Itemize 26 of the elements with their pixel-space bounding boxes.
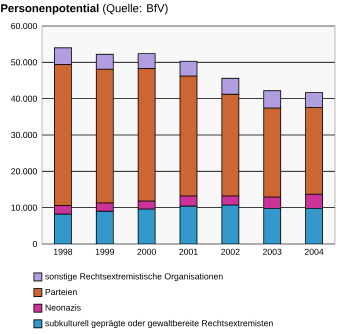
bar	[138, 208, 156, 244]
legend-label: Parteien	[46, 288, 77, 296]
legend-label: subkulturell geprägte oder gewaltbereite Rechtsextremisten	[45, 320, 273, 328]
bar	[305, 208, 323, 244]
y-tick-label: 40.000	[10, 96, 37, 102]
x-tick-label: 1998	[54, 248, 72, 255]
bar	[96, 210, 114, 244]
legend-label: sonstige Rechtsextremistische Organisationen	[45, 273, 223, 282]
x-tick-label: 1999	[96, 248, 114, 255]
y-tick-label: 50.000	[11, 59, 37, 66]
chart-title: Personenpotential (Quelle: BfV)	[1, 4, 168, 14]
x-tick-label: 2004	[304, 248, 324, 255]
bar	[180, 206, 198, 244]
x-tick-label: 2000	[137, 248, 156, 255]
bar	[263, 208, 282, 244]
bar	[54, 214, 72, 244]
x-tick-label: 2003	[263, 248, 282, 255]
x-tick-label: 2002	[221, 248, 240, 255]
y-tick-label: 30.000	[11, 132, 37, 138]
x-tick-label: 2001	[179, 248, 198, 255]
y-tick-label: 60.000	[11, 22, 37, 30]
y-tick-label: 10.000	[11, 204, 37, 211]
legend-label: Neonazis	[46, 304, 81, 311]
y-tick-label: 20.000	[11, 168, 37, 174]
bar	[221, 204, 240, 244]
y-tick-label: 0	[32, 240, 37, 248]
